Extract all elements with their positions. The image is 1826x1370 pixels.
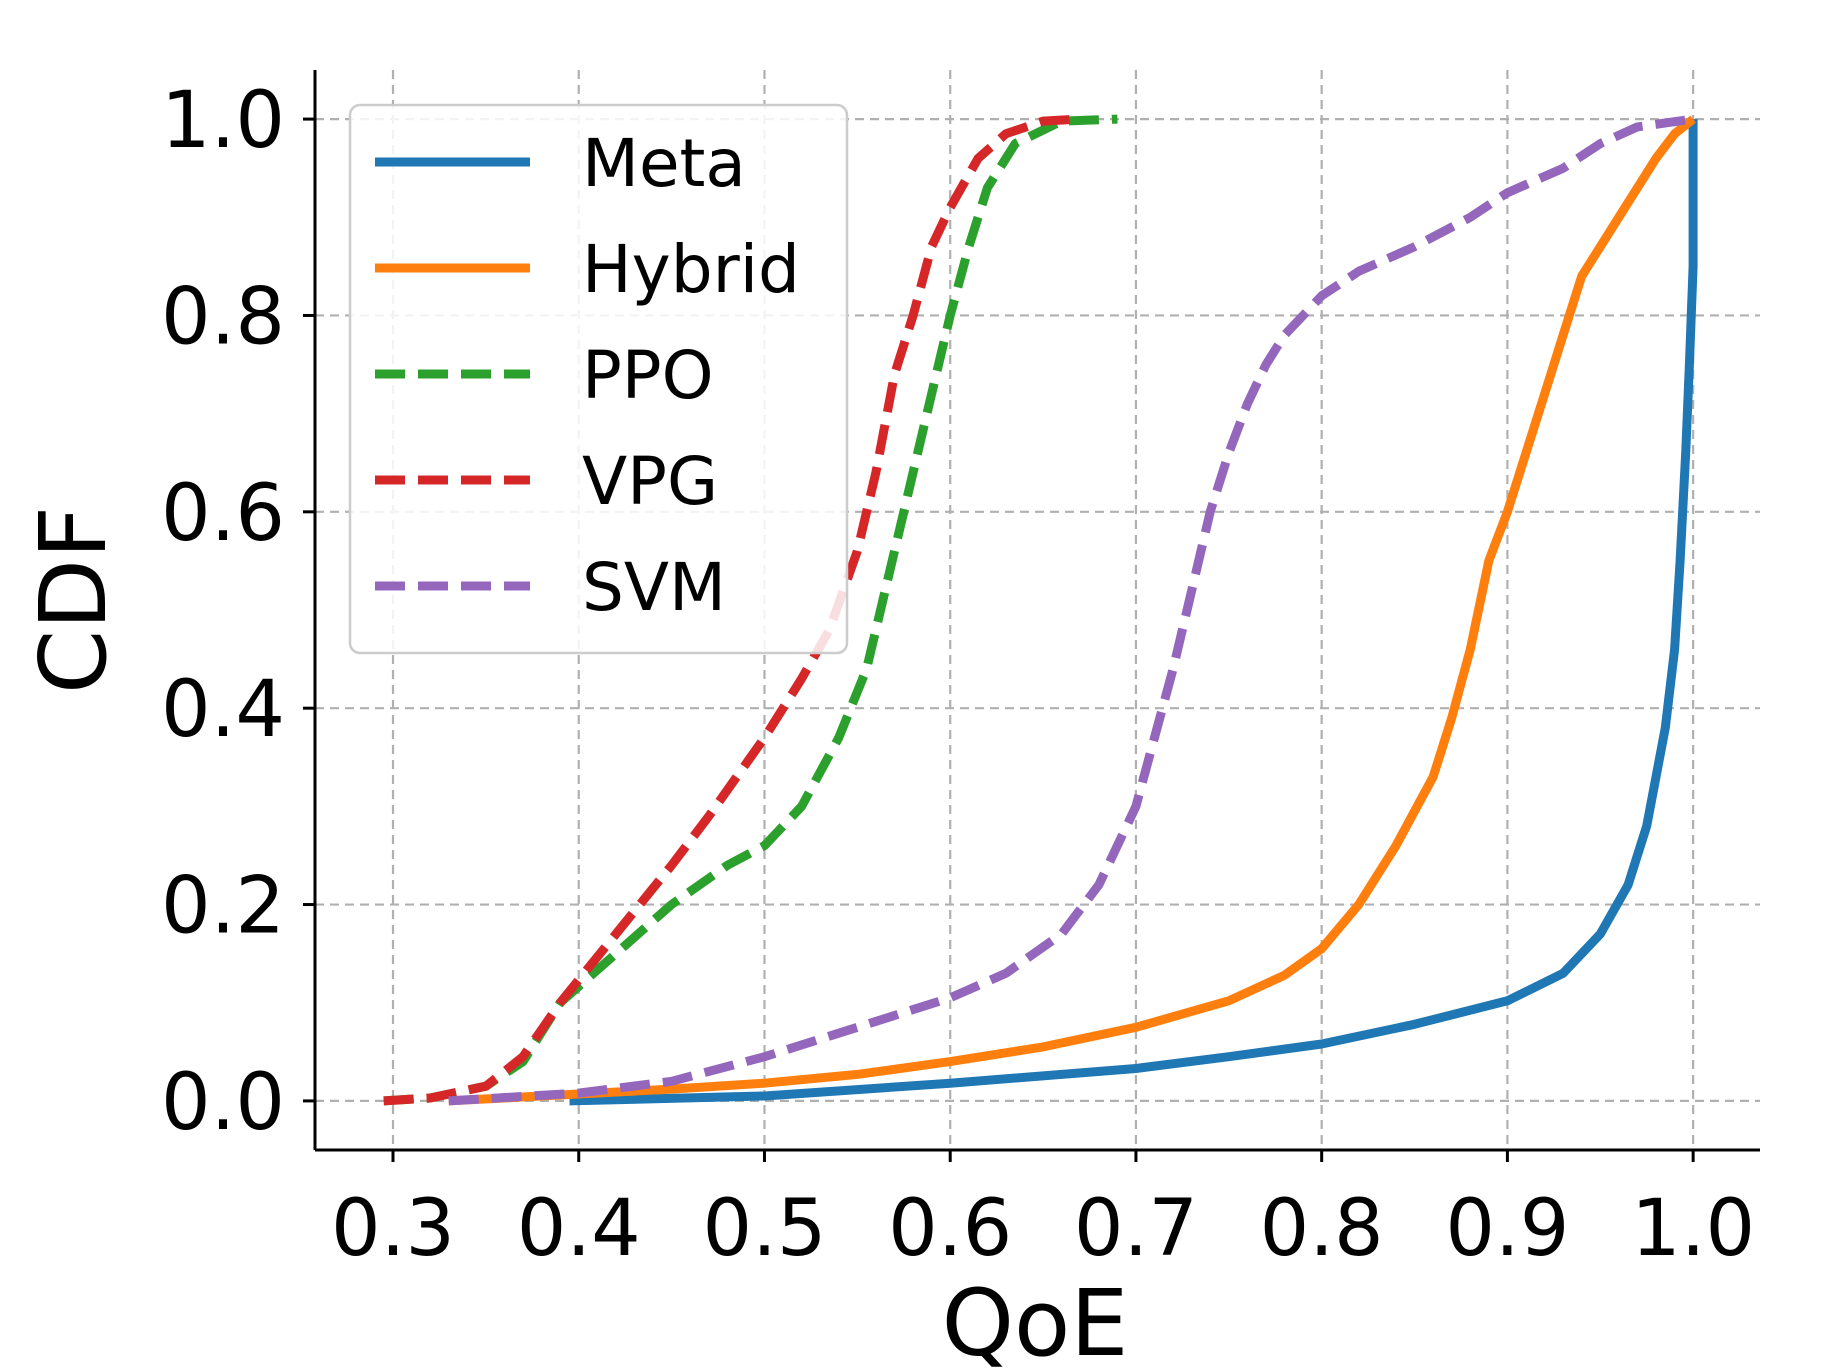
x-tick-label: 1.0 bbox=[1631, 1184, 1755, 1274]
y-tick-label: 0.4 bbox=[161, 665, 285, 755]
series-line-meta bbox=[569, 119, 1698, 1106]
axis-spines bbox=[313, 70, 1760, 1152]
plot-area bbox=[383, 114, 1698, 1106]
x-axis-title: QoE bbox=[942, 1270, 1129, 1370]
x-tick-label: 0.6 bbox=[888, 1184, 1012, 1274]
legend: Meta Hybrid PPO VPG SVM bbox=[348, 103, 849, 655]
x-tick-label: 0.9 bbox=[1445, 1184, 1569, 1274]
x-tick-label: 0.7 bbox=[1074, 1184, 1198, 1274]
legend-box bbox=[348, 103, 849, 655]
legend-label-vpg: VPG bbox=[582, 443, 718, 520]
legend-label-ppo: PPO bbox=[582, 337, 714, 414]
y-axis-title: CDF bbox=[20, 506, 127, 694]
x-tick-label: 0.4 bbox=[517, 1184, 641, 1274]
series-line-vpg bbox=[383, 114, 1081, 1106]
series-line-hybrid bbox=[448, 115, 1696, 1106]
y-tick-label: 0.0 bbox=[161, 1058, 285, 1148]
x-tick-label: 0.5 bbox=[702, 1184, 826, 1274]
series-line-svm bbox=[448, 114, 1694, 1106]
x-axis-ticks: 0.3 0.4 0.5 0.6 0.7 0.8 0.9 1.0 bbox=[331, 1150, 1755, 1274]
y-axis-ticks: 0.0 0.2 0.4 0.6 0.8 1.0 bbox=[161, 76, 315, 1148]
y-tick-label: 1.0 bbox=[161, 76, 285, 166]
x-tick-label: 0.3 bbox=[331, 1184, 455, 1274]
y-tick-label: 0.2 bbox=[161, 862, 285, 952]
x-tick-label: 0.8 bbox=[1260, 1184, 1384, 1274]
legend-label-hybrid: Hybrid bbox=[582, 231, 800, 308]
y-tick-label: 0.6 bbox=[161, 469, 285, 559]
y-tick-label: 0.8 bbox=[161, 272, 285, 362]
legend-label-svm: SVM bbox=[582, 549, 726, 626]
legend-label-meta: Meta bbox=[582, 125, 746, 202]
